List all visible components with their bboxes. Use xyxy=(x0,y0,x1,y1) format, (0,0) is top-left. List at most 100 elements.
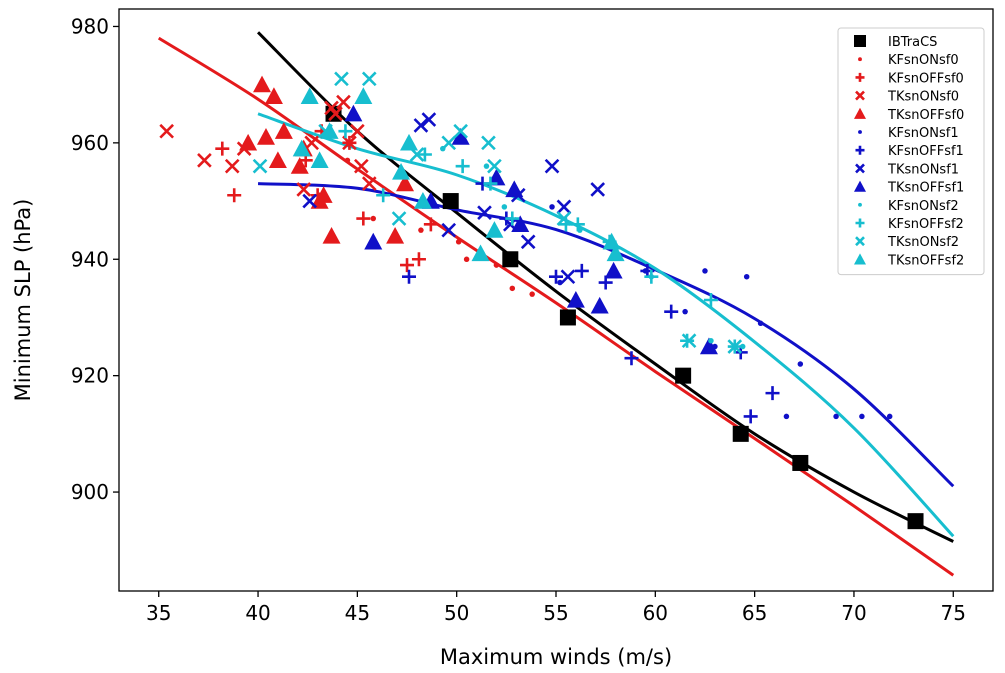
data-point xyxy=(290,157,309,174)
data-point xyxy=(264,87,283,104)
data-point xyxy=(386,226,405,244)
y-axis-ticks: 900 920 940 960 980 xyxy=(71,14,119,504)
data-point xyxy=(423,217,438,232)
legend-marker xyxy=(858,57,862,62)
data-point xyxy=(624,351,639,366)
data-point xyxy=(501,204,508,210)
data-point xyxy=(302,193,318,209)
data-point xyxy=(463,256,470,263)
data-point xyxy=(602,232,621,250)
legend-marker xyxy=(854,35,866,47)
x-tick-label: 65 xyxy=(742,601,767,625)
data-point xyxy=(859,413,865,420)
data-point xyxy=(344,104,363,122)
data-point xyxy=(566,291,585,308)
data-point xyxy=(556,211,572,226)
data-point xyxy=(505,211,520,226)
legend-label: KFsnONsf0 xyxy=(888,53,959,68)
data-point xyxy=(471,244,490,262)
legend-marker xyxy=(855,145,865,155)
data-point xyxy=(418,227,424,233)
data-point xyxy=(574,263,589,278)
data-point xyxy=(400,258,415,273)
data-point xyxy=(413,118,429,133)
data-point xyxy=(477,205,492,221)
data-point xyxy=(336,94,351,110)
data-points xyxy=(159,71,924,530)
data-point xyxy=(520,234,536,250)
data-point xyxy=(441,222,457,238)
data-point xyxy=(590,182,606,197)
legend-label: KFsnONsf2 xyxy=(888,199,959,214)
data-point xyxy=(441,135,457,151)
y-tick-label: 940 xyxy=(71,247,109,271)
data-point xyxy=(559,309,576,326)
legend-label: IBTraCS xyxy=(888,35,937,50)
data-point xyxy=(556,199,572,215)
data-point xyxy=(493,262,500,268)
data-point xyxy=(797,361,804,367)
data-point xyxy=(765,386,780,401)
data-point xyxy=(732,425,749,442)
data-point xyxy=(292,139,311,157)
data-point xyxy=(739,343,746,350)
data-point xyxy=(354,87,373,104)
data-point xyxy=(364,232,383,250)
series-TKsnONsf0 xyxy=(159,94,377,197)
legend-label: TKsnOFFsf2 xyxy=(887,253,964,268)
data-point xyxy=(485,221,504,238)
data-point xyxy=(396,174,415,192)
data-point xyxy=(256,128,275,145)
legend-marker xyxy=(855,236,865,247)
fit-line-1 xyxy=(256,31,954,543)
data-point xyxy=(328,106,343,122)
data-point xyxy=(743,273,750,280)
data-point xyxy=(511,215,530,232)
data-point xyxy=(417,147,432,162)
legend-marker xyxy=(854,253,866,265)
y-tick-label: 980 xyxy=(71,14,109,38)
data-point xyxy=(442,193,459,210)
data-point xyxy=(451,128,470,145)
y-axis-title: Minimum SLP (hPa) xyxy=(11,199,35,402)
data-point xyxy=(529,291,535,297)
data-point xyxy=(350,123,365,139)
legend-label: TKsnONsf1 xyxy=(887,162,959,177)
data-point xyxy=(215,141,230,156)
data-point xyxy=(370,215,377,222)
legend-marker xyxy=(854,180,866,192)
data-point xyxy=(509,285,516,292)
data-point xyxy=(560,269,576,285)
data-point xyxy=(833,413,839,420)
legend-marker xyxy=(854,107,866,119)
data-point xyxy=(400,133,419,151)
data-point xyxy=(502,251,519,268)
data-point xyxy=(455,159,470,174)
legend-label: KFsnOFFsf1 xyxy=(888,144,964,159)
data-point xyxy=(483,176,498,191)
data-point xyxy=(481,135,496,151)
data-point xyxy=(253,75,272,93)
legend-label: KFsnONsf1 xyxy=(888,126,959,141)
legend-label: TKsnONsf0 xyxy=(887,90,959,105)
data-point xyxy=(391,211,407,226)
fit-line-0 xyxy=(157,36,955,577)
data-point xyxy=(549,204,555,210)
data-point xyxy=(159,123,174,139)
legend-label: TKsnONsf2 xyxy=(887,235,959,250)
legend-label: TKsnOFFsf0 xyxy=(887,108,964,123)
series-TKsnOFFsf2 xyxy=(292,87,625,262)
data-point xyxy=(505,180,524,198)
data-point xyxy=(907,513,924,530)
y-tick-label: 920 xyxy=(71,364,109,388)
data-point xyxy=(338,124,353,139)
data-point xyxy=(342,135,357,151)
y-tick-label: 900 xyxy=(71,480,109,504)
data-point xyxy=(783,413,790,420)
x-tick-label: 35 xyxy=(146,601,171,625)
data-point xyxy=(224,158,240,174)
data-point xyxy=(664,304,679,319)
data-point xyxy=(570,217,585,232)
data-point xyxy=(606,244,625,262)
